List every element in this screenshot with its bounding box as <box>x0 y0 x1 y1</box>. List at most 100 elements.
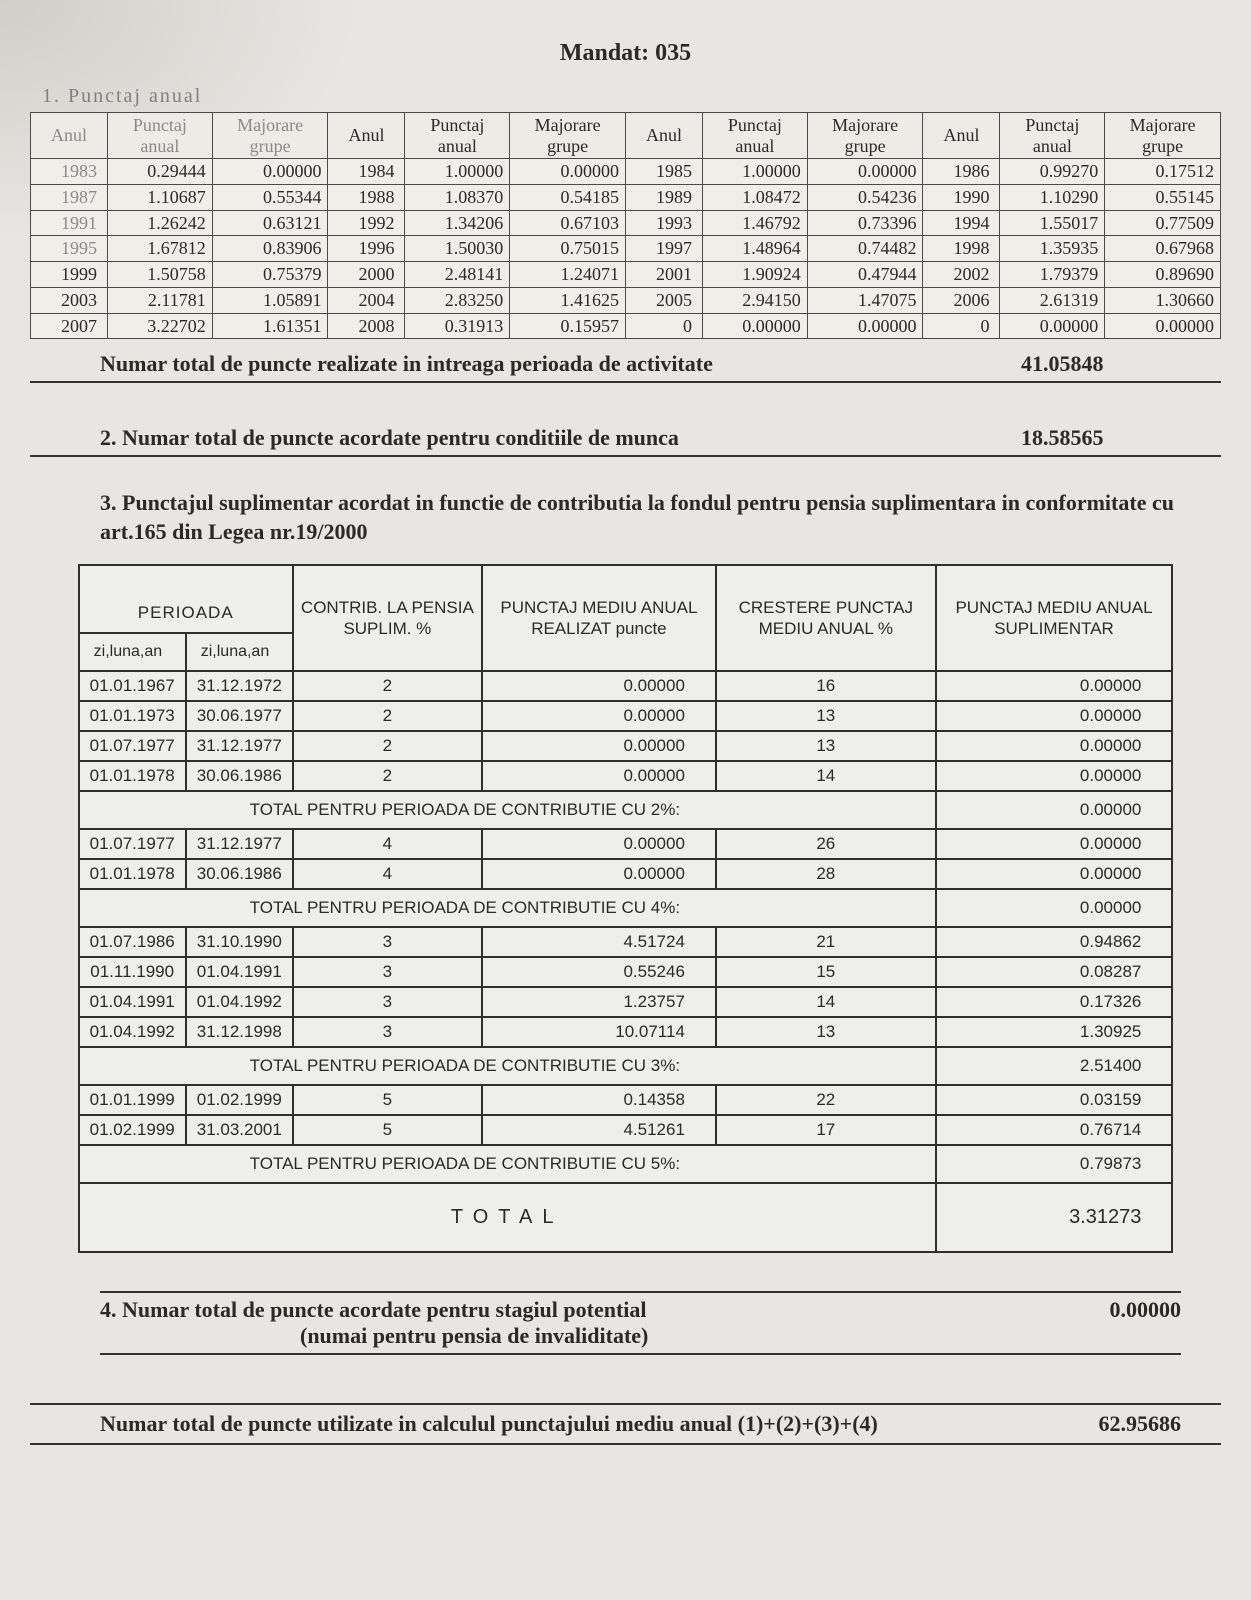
cell-year: 1993 <box>625 210 702 236</box>
cell-date-to: 30.06.1986 <box>186 761 293 791</box>
cell-majorare: 0.00000 <box>807 313 923 339</box>
cell-date-from: 01.07.1977 <box>79 731 186 761</box>
col-anul: Anul <box>328 113 405 159</box>
cell-year: 1985 <box>625 159 702 185</box>
cell-year: 2001 <box>625 262 702 288</box>
cell-year: 2005 <box>625 287 702 313</box>
cell-date-to: 31.12.1998 <box>186 1017 293 1047</box>
subtotal-value: 0.00000 <box>936 791 1173 829</box>
cell-punctaj: 2.61319 <box>1000 287 1105 313</box>
cell-date-from: 01.01.1973 <box>79 701 186 731</box>
cell-year: 1998 <box>923 236 1000 262</box>
cell-date-from: 01.02.1999 <box>79 1115 186 1145</box>
cell-punctaj: 1.48964 <box>702 236 807 262</box>
cell-suplim: 1.30925 <box>936 1017 1173 1047</box>
cell-punctaj: 0.00000 <box>702 313 807 339</box>
cell-punctaj: 1.26242 <box>108 210 213 236</box>
subtotal-value: 0.00000 <box>936 889 1173 927</box>
cell-majorare: 0.75015 <box>510 236 626 262</box>
cell-punctaj: 1.55017 <box>1000 210 1105 236</box>
col-zi2: zi,luna,an <box>186 633 293 671</box>
col-majorare: Majorare grupe <box>807 113 923 159</box>
cell-date-from: 01.01.1999 <box>79 1085 186 1115</box>
cell-suplim: 0.00000 <box>936 761 1173 791</box>
subtotal-value: 2.51400 <box>936 1047 1173 1085</box>
cell-year: 1997 <box>625 236 702 262</box>
cell-punctaj: 2.83250 <box>405 287 510 313</box>
col-majorare: Majorare grupe <box>212 113 328 159</box>
cell-date-to: 30.06.1977 <box>186 701 293 731</box>
cell-majorare: 0.75379 <box>212 262 328 288</box>
cell-contrib: 3 <box>293 987 482 1017</box>
col-anul: Anul <box>625 113 702 159</box>
cell-contrib: 2 <box>293 671 482 701</box>
cell-date-from: 01.01.1978 <box>79 859 186 889</box>
cell-year: 1999 <box>31 262 108 288</box>
yearly-table: AnulPunctaj anualMajorare grupeAnulPunct… <box>30 112 1221 339</box>
yearly-row: 20073.227021.6135120080.319130.1595700.0… <box>31 313 1221 339</box>
cell-date-from: 01.07.1977 <box>79 829 186 859</box>
cell-year: 1983 <box>31 159 108 185</box>
cell-punctaj: 2.11781 <box>108 287 213 313</box>
cell-punctaj: 1.34206 <box>405 210 510 236</box>
contrib-subtotal: TOTAL PENTRU PERIOADA DE CONTRIBUTIE CU … <box>79 889 1173 927</box>
cell-punctaj: 0.00000 <box>1000 313 1105 339</box>
col-majorare: Majorare grupe <box>1105 113 1221 159</box>
section2-value: 18.58565 <box>1021 425 1181 451</box>
cell-date-to: 01.04.1992 <box>186 987 293 1017</box>
cell-majorare: 0.77509 <box>1105 210 1221 236</box>
cell-suplim: 0.00000 <box>936 829 1173 859</box>
cell-punctaj: 0.00000 <box>482 761 716 791</box>
cell-year: 2003 <box>31 287 108 313</box>
cell-date-to: 31.03.2001 <box>186 1115 293 1145</box>
cell-crestere: 22 <box>716 1085 936 1115</box>
yearly-row: 19951.678120.8390619961.500300.750151997… <box>31 236 1221 262</box>
cell-year: 1992 <box>328 210 405 236</box>
cell-punctaj: 1.79379 <box>1000 262 1105 288</box>
col-punctaj-anual: Punctaj anual <box>405 113 510 159</box>
cell-crestere: 15 <box>716 957 936 987</box>
cell-punctaj: 0.00000 <box>482 671 716 701</box>
cell-date-to: 31.10.1990 <box>186 927 293 957</box>
subtotal-label: TOTAL PENTRU PERIOADA DE CONTRIBUTIE CU … <box>79 889 936 927</box>
cell-contrib: 3 <box>293 957 482 987</box>
cell-year: 1989 <box>625 185 702 211</box>
contrib-row: 01.04.199231.12.1998310.07114131.30925 <box>79 1017 1173 1047</box>
cell-contrib: 2 <box>293 761 482 791</box>
cell-suplim: 0.17326 <box>936 987 1173 1017</box>
section4: 4. Numar total de puncte acordate pentru… <box>30 1291 1221 1355</box>
contrib-subtotal: TOTAL PENTRU PERIOADA DE CONTRIBUTIE CU … <box>79 791 1173 829</box>
cell-crestere: 13 <box>716 1017 936 1047</box>
cell-punctaj: 1.10687 <box>108 185 213 211</box>
final-total-label: Numar total de puncte utilizate in calcu… <box>100 1411 878 1437</box>
cell-punctaj: 1.90924 <box>702 262 807 288</box>
cell-suplim: 0.00000 <box>936 859 1173 889</box>
col-punctaj-anual: Punctaj anual <box>1000 113 1105 159</box>
cell-punctaj: 0.00000 <box>482 829 716 859</box>
col-anul: Anul <box>31 113 108 159</box>
cell-year: 2004 <box>328 287 405 313</box>
cell-majorare: 0.00000 <box>212 159 328 185</box>
contrib-subtotal: TOTAL PENTRU PERIOADA DE CONTRIBUTIE CU … <box>79 1047 1173 1085</box>
col-crestere: CRESTERE PUNCTAJ MEDIU ANUAL % <box>716 565 936 670</box>
contrib-row: 01.01.197830.06.198640.00000280.00000 <box>79 859 1173 889</box>
cell-punctaj: 0.99270 <box>1000 159 1105 185</box>
cell-date-from: 01.04.1992 <box>79 1017 186 1047</box>
cell-year: 0 <box>625 313 702 339</box>
section4-label: 4. Numar total de puncte acordate pentru… <box>100 1297 647 1322</box>
cell-year: 1986 <box>923 159 1000 185</box>
cell-suplim: 0.00000 <box>936 731 1173 761</box>
yearly-row: 19991.507580.7537920002.481411.240712001… <box>31 262 1221 288</box>
contrib-row: 01.07.197731.12.197740.00000260.00000 <box>79 829 1173 859</box>
section2-label: 2. Numar total de puncte acordate pentru… <box>100 425 679 451</box>
subtotal-label: TOTAL PENTRU PERIOADA DE CONTRIBUTIE CU … <box>79 791 936 829</box>
cell-date-from: 01.11.1990 <box>79 957 186 987</box>
section2-row: 2. Numar total de puncte acordate pentru… <box>30 419 1221 457</box>
final-total-row: Numar total de puncte utilizate in calcu… <box>30 1403 1221 1445</box>
yearly-row: 19871.106870.5534419881.083700.541851989… <box>31 185 1221 211</box>
cell-majorare: 0.00000 <box>807 159 923 185</box>
contrib-row: 01.11.199001.04.199130.55246150.08287 <box>79 957 1173 987</box>
cell-crestere: 16 <box>716 671 936 701</box>
cell-punctaj: 1.23757 <box>482 987 716 1017</box>
cell-year: 1987 <box>31 185 108 211</box>
